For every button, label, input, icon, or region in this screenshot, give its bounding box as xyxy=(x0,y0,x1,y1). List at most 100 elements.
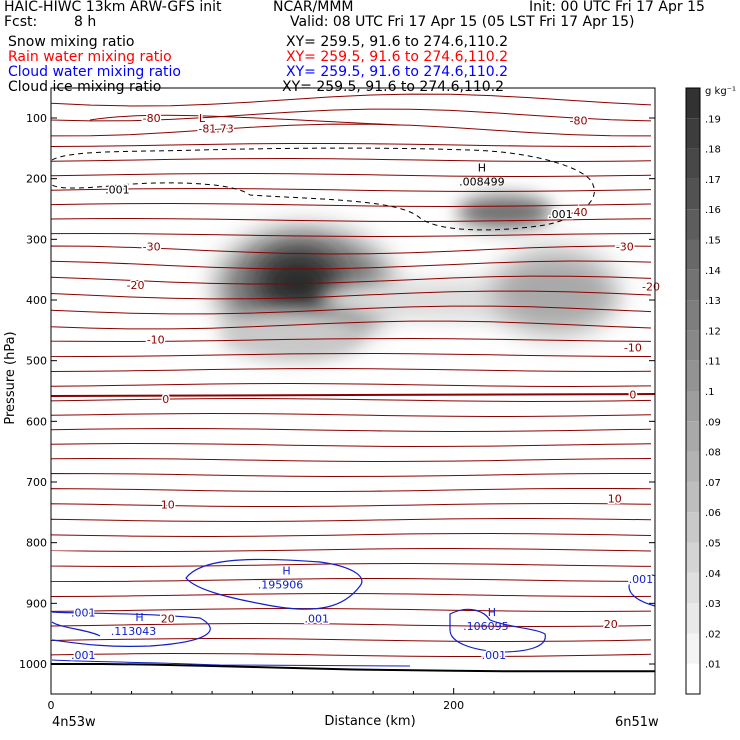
cloud-ice-max-value: .008499 xyxy=(459,176,505,189)
forecast-label: Fcst: xyxy=(4,14,38,30)
isotherm-label: -81.73 xyxy=(198,122,233,135)
field-name-snow: Snow mixing ratio xyxy=(8,34,135,50)
y-tick-label: 800 xyxy=(26,537,47,550)
y-tick-label: 400 xyxy=(26,294,47,307)
y-tick-label: 300 xyxy=(26,233,47,246)
isotherm-line xyxy=(51,367,652,373)
isotherm-label: -80 xyxy=(143,112,161,125)
field-xy-cloud-water: XY= 259.5, 91.6 to 274.6,110.2 xyxy=(286,64,509,80)
isotherm-line xyxy=(51,562,652,568)
isotherm-line xyxy=(51,622,652,628)
x-right-endpoint: 6n51w xyxy=(615,715,659,730)
colorbar-tick-label: .19 xyxy=(705,114,721,125)
isotherm-line xyxy=(51,172,652,178)
snow-shading xyxy=(217,195,620,360)
isotherm-line xyxy=(51,442,652,448)
colorbar-tick-label: .07 xyxy=(705,478,721,489)
model-title: HAIC-HIWC 13km ARW-GFS init xyxy=(4,0,222,15)
isotherm-label: 10 xyxy=(608,492,622,505)
isotherm-line xyxy=(51,352,652,358)
isotherm-label: -10 xyxy=(147,333,165,346)
isotherm-label: -30 xyxy=(616,241,634,254)
cloud-ice-max-marker: H xyxy=(478,162,486,175)
field-xy-snow: XY= 259.5, 91.6 to 274.6,110.2 xyxy=(286,34,509,50)
isotherm-label: L xyxy=(199,112,206,125)
colorbar-swatch xyxy=(686,391,700,422)
isotherm-line xyxy=(51,382,652,388)
cloud-ice-contour xyxy=(51,147,595,231)
cloud-water-max-marker: H xyxy=(135,611,143,624)
x-axis-label: Distance (km) xyxy=(324,714,415,729)
isotherm-label: -80 xyxy=(570,114,588,127)
colorbar-tick-label: .12 xyxy=(705,326,721,337)
isotherm-line xyxy=(51,517,652,523)
isotherm-line xyxy=(51,488,652,492)
field-xy-rain: XY= 259.5, 91.6 to 274.6,110.2 xyxy=(286,49,509,65)
y-tick-label: 700 xyxy=(26,476,47,489)
colorbar-tick-label: .03 xyxy=(705,599,721,610)
colorbar-swatch xyxy=(686,421,700,452)
colorbar-swatch xyxy=(686,239,700,270)
snow-region-upper xyxy=(457,195,553,229)
isotherm-line xyxy=(51,637,652,643)
isotherm-label: -20 xyxy=(127,279,145,292)
isotherm-line xyxy=(51,123,652,137)
plot-frame xyxy=(50,87,656,695)
isotherm-line xyxy=(51,472,651,478)
colorbar-tick-label: .01 xyxy=(705,660,721,671)
cloud-water-max-value: .195906 xyxy=(258,579,304,592)
field-xy-cloud-ice: XY= 259.5, 91.6 to 274.6,110.2 xyxy=(282,79,505,95)
colorbar-swatch xyxy=(686,512,700,543)
colorbar-tick-label: .17 xyxy=(705,175,721,186)
isotherm-line xyxy=(51,457,652,463)
cloud-water-contour xyxy=(628,574,655,607)
isotherm-line xyxy=(51,202,652,208)
isotherm-label: 0 xyxy=(162,393,169,406)
cloud-water-contour xyxy=(51,621,101,637)
y-tick-label: 100 xyxy=(26,112,47,125)
colorbar-tick-label: .18 xyxy=(705,145,721,156)
snow-region-low xyxy=(220,310,360,360)
isotherm-line xyxy=(51,275,652,285)
field-name-cloud-ice: Cloud ice mixing ratio xyxy=(8,79,162,95)
isotherm-line xyxy=(51,187,652,193)
cloud-water-max-value: .113043 xyxy=(111,625,157,638)
cloud-ice-label: .001 xyxy=(548,208,573,221)
colorbar-swatch xyxy=(686,542,700,573)
colorbar-swatch xyxy=(686,451,700,482)
isotherm-line xyxy=(51,652,652,657)
isotherm-line xyxy=(51,108,652,122)
colorbar-swatch xyxy=(686,148,700,179)
colorbar-tick-label: .15 xyxy=(705,236,721,247)
y-tick-label: 900 xyxy=(26,597,47,610)
colorbar-swatch xyxy=(686,330,700,361)
colorbar-swatch xyxy=(686,633,700,664)
isotherm-line xyxy=(51,397,652,403)
x-tick-label: 0 xyxy=(48,699,55,712)
isotherm-line xyxy=(51,290,652,300)
valid-time: Valid: 08 UTC Fri 17 Apr 15 (05 LST Fri … xyxy=(290,14,635,30)
isotherm-label: -10 xyxy=(624,341,642,354)
y-tick-label: 500 xyxy=(26,355,47,368)
isotherm-label: 20 xyxy=(161,613,175,626)
colorbar-tick-label: .16 xyxy=(705,205,721,216)
isotherm-line xyxy=(51,427,652,433)
cloud-water-contour xyxy=(449,608,546,653)
cloud-water-label: .001 xyxy=(71,606,96,619)
colorbar-swatch xyxy=(686,603,700,634)
colorbar-tick-label: .02 xyxy=(705,629,721,640)
colorbar-swatch xyxy=(686,118,700,149)
colorbar-tick-label: .1 xyxy=(705,387,715,398)
terrain-surface-line xyxy=(51,663,655,673)
cloud-water-label: .001 xyxy=(482,649,507,662)
isotherm-line xyxy=(51,532,652,538)
cloud-water-contour-low xyxy=(51,659,411,667)
colorbar-tick-label: .04 xyxy=(705,569,721,580)
organization: NCAR/MMM xyxy=(273,0,354,15)
isotherm-line xyxy=(51,547,652,553)
init-time: Init: 00 UTC Fri 17 Apr 15 xyxy=(529,0,705,15)
isotherm-line xyxy=(51,157,652,163)
isotherm-line xyxy=(51,232,652,238)
cloud-water-contour xyxy=(51,611,211,647)
isotherm-cold-core xyxy=(89,114,401,126)
